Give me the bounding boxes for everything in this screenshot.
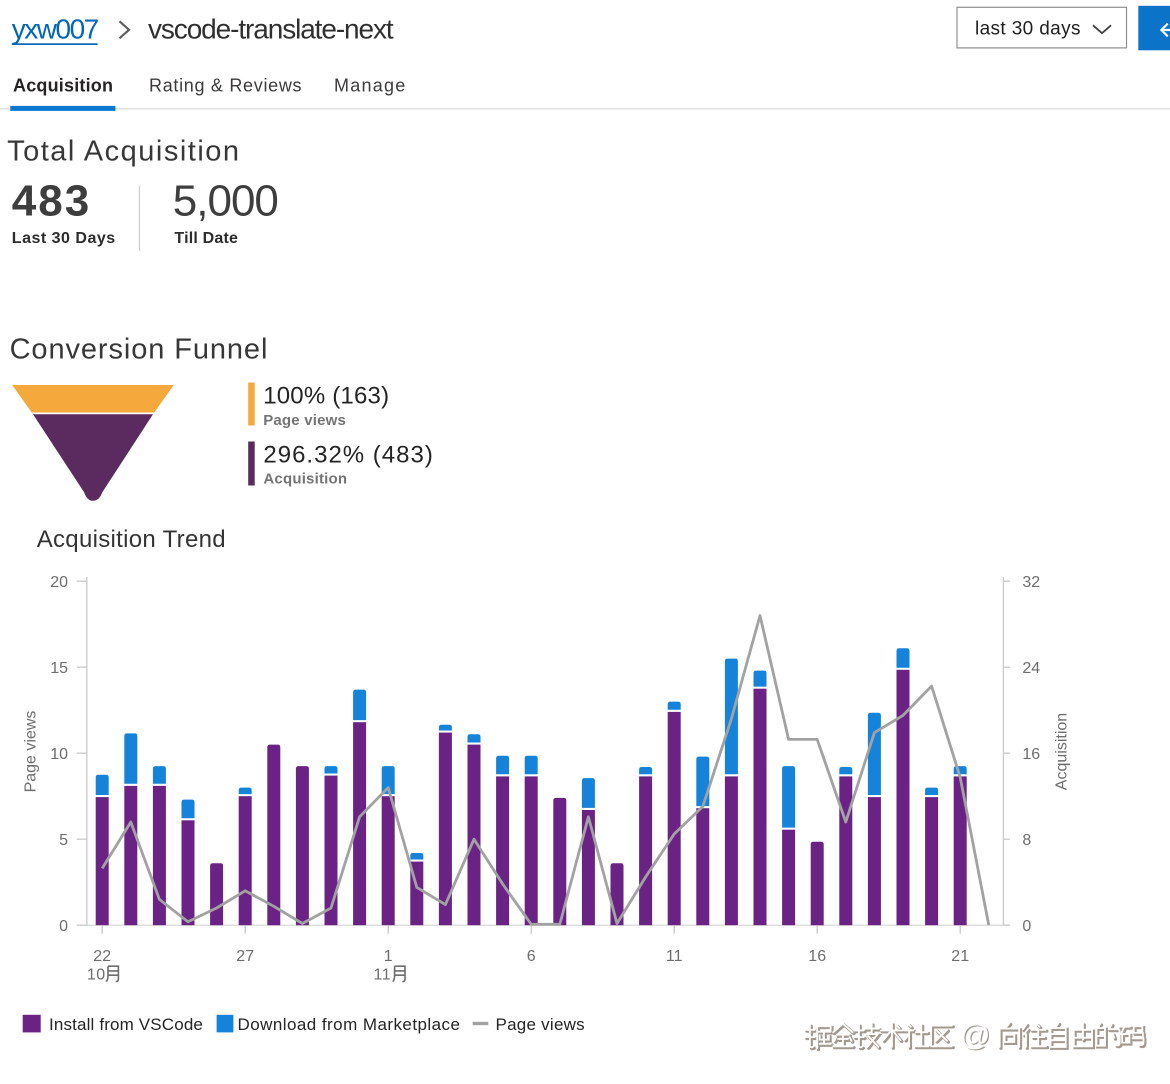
svg-text:vscode-translate-next: vscode-translate-next [148,14,394,45]
svg-text:24: 24 [1022,660,1040,677]
svg-text:22: 22 [93,948,111,965]
svg-text:21: 21 [951,948,969,965]
svg-text:Acquisition: Acquisition [1054,713,1071,790]
svg-text:Acquisition: Acquisition [13,75,113,95]
svg-text:Acquisition: Acquisition [263,470,347,487]
svg-text:20: 20 [50,574,68,591]
svg-text:Total Acquisition: Total Acquisition [7,136,240,168]
svg-text:Rating & Reviews: Rating & Reviews [149,75,302,95]
svg-text:15: 15 [50,660,68,677]
svg-text:Install from VSCode: Install from VSCode [49,1015,203,1034]
svg-text:Download from Marketplace: Download from Marketplace [238,1015,461,1034]
svg-text:16: 16 [808,948,826,965]
svg-text:483: 483 [12,176,91,225]
svg-text:Acquisition Trend: Acquisition Trend [37,526,226,553]
svg-text:16: 16 [1022,746,1040,763]
svg-text:100% (163): 100% (163) [263,382,389,409]
svg-text:32: 32 [1022,574,1040,591]
svg-text:Manage: Manage [334,75,407,95]
svg-text:11: 11 [374,967,392,984]
svg-text:Last 30 Days: Last 30 Days [12,230,116,247]
svg-text:last 30 days: last 30 days [975,18,1081,39]
svg-text:yxw007: yxw007 [12,14,99,45]
svg-text:Page views: Page views [496,1015,585,1034]
svg-text:1: 1 [384,948,393,965]
svg-text:11: 11 [666,948,683,965]
svg-text:296.32% (483): 296.32% (483) [263,442,433,469]
svg-text:0: 0 [59,918,68,935]
svg-text:Conversion Funnel: Conversion Funnel [10,334,269,366]
svg-text:6: 6 [527,948,536,965]
svg-text:Page views: Page views [23,711,40,793]
svg-text:8: 8 [1022,832,1031,849]
svg-text:5: 5 [59,832,68,849]
svg-text:10: 10 [87,967,106,984]
svg-text:@: @ [961,1020,991,1053]
svg-text:5,000: 5,000 [173,176,278,225]
svg-text:Page views: Page views [263,412,346,429]
svg-text:0: 0 [1022,918,1031,935]
svg-text:@: @ [960,1019,990,1052]
svg-text:Till Date: Till Date [174,230,238,247]
svg-text:10: 10 [50,746,68,763]
svg-text:27: 27 [236,948,254,965]
